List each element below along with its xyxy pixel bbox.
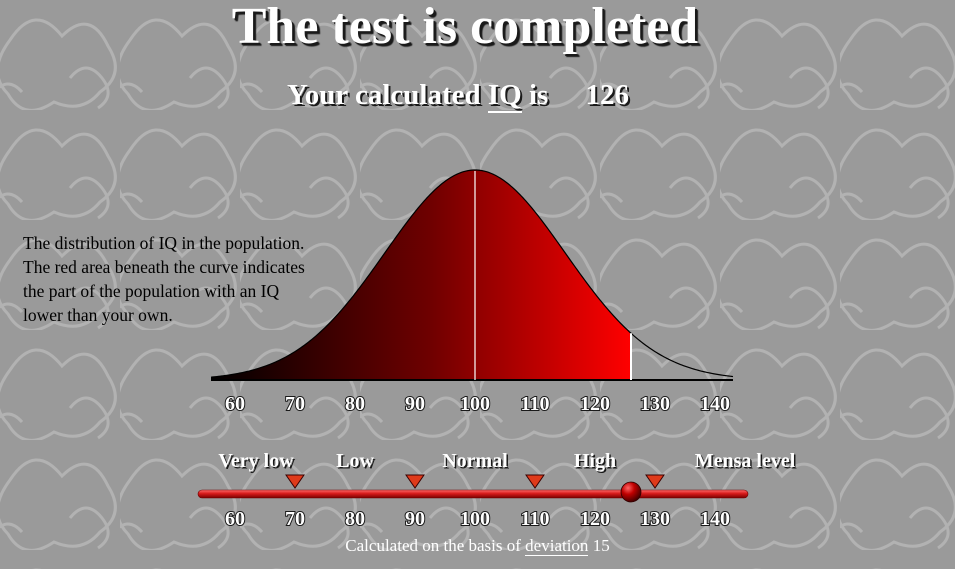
curve-axis-tick-label: 130 [640,393,670,415]
scale-tick-label: 130 [640,508,670,530]
iq-link[interactable]: IQ [487,79,522,113]
footnote-prefix: Calculated on the basis of [345,536,521,555]
below-score-area [211,170,631,380]
iq-value: 126 [585,79,630,111]
scale-tick-label: 70 [285,508,305,530]
explanation-line: lower than your own. [23,305,173,325]
distribution-explanation: The distribution of IQ in the population… [23,231,363,327]
band-label-normal: Normal [442,450,508,472]
curve-axis-tick-label: 120 [580,393,610,415]
band-label-high: High [573,450,617,472]
scale-tick-label: 90 [405,508,425,530]
curve-axis-tick-label: 60 [225,393,245,415]
explanation-line: The red area beneath the curve indicates [23,257,305,277]
scale-tick-label: 100 [460,508,490,530]
distribution-curve [210,169,734,378]
scale-tick-label: 60 [225,508,245,530]
footnote-value: 15 [592,536,610,555]
curve-axis-tick-label: 140 [700,393,730,415]
score-slider-knob[interactable] [620,481,642,503]
curve-axis-tick-label: 70 [285,393,305,415]
explanation-line: the part of the population with an IQ [23,281,280,301]
band-boundary-marker [405,474,425,489]
curve-axis-tick-label: 80 [345,393,365,415]
result-prefix: Your calculated [287,79,481,111]
result-is: is [528,79,549,111]
curve-axis-tick-label: 90 [405,393,425,415]
iq-scale-track [197,489,749,499]
iq-result: Your calculated IQ is 126 [287,77,629,113]
deviation-link[interactable]: deviation [525,536,589,556]
band-label-low: Low [336,450,374,472]
band-label-very-low: Very low [218,450,294,472]
curve-axis-tick-label: 110 [521,393,550,415]
footnote: Calculated on the basis of deviation 15 [0,536,955,556]
scale-tick-label: 80 [345,508,365,530]
band-boundary-marker [525,474,545,489]
scale-tick-label: 120 [580,508,610,530]
scale-tick-label: 140 [700,508,730,530]
page-title: The test is completed [231,0,699,55]
band-boundary-marker [285,474,305,489]
band-boundary-marker [645,474,665,489]
curve-axis-tick-label: 100 [460,393,490,415]
band-label-mensa-level: Mensa level [694,450,796,472]
scale-tick-label: 110 [521,508,550,530]
explanation-line: The distribution of IQ in the population… [23,233,305,253]
